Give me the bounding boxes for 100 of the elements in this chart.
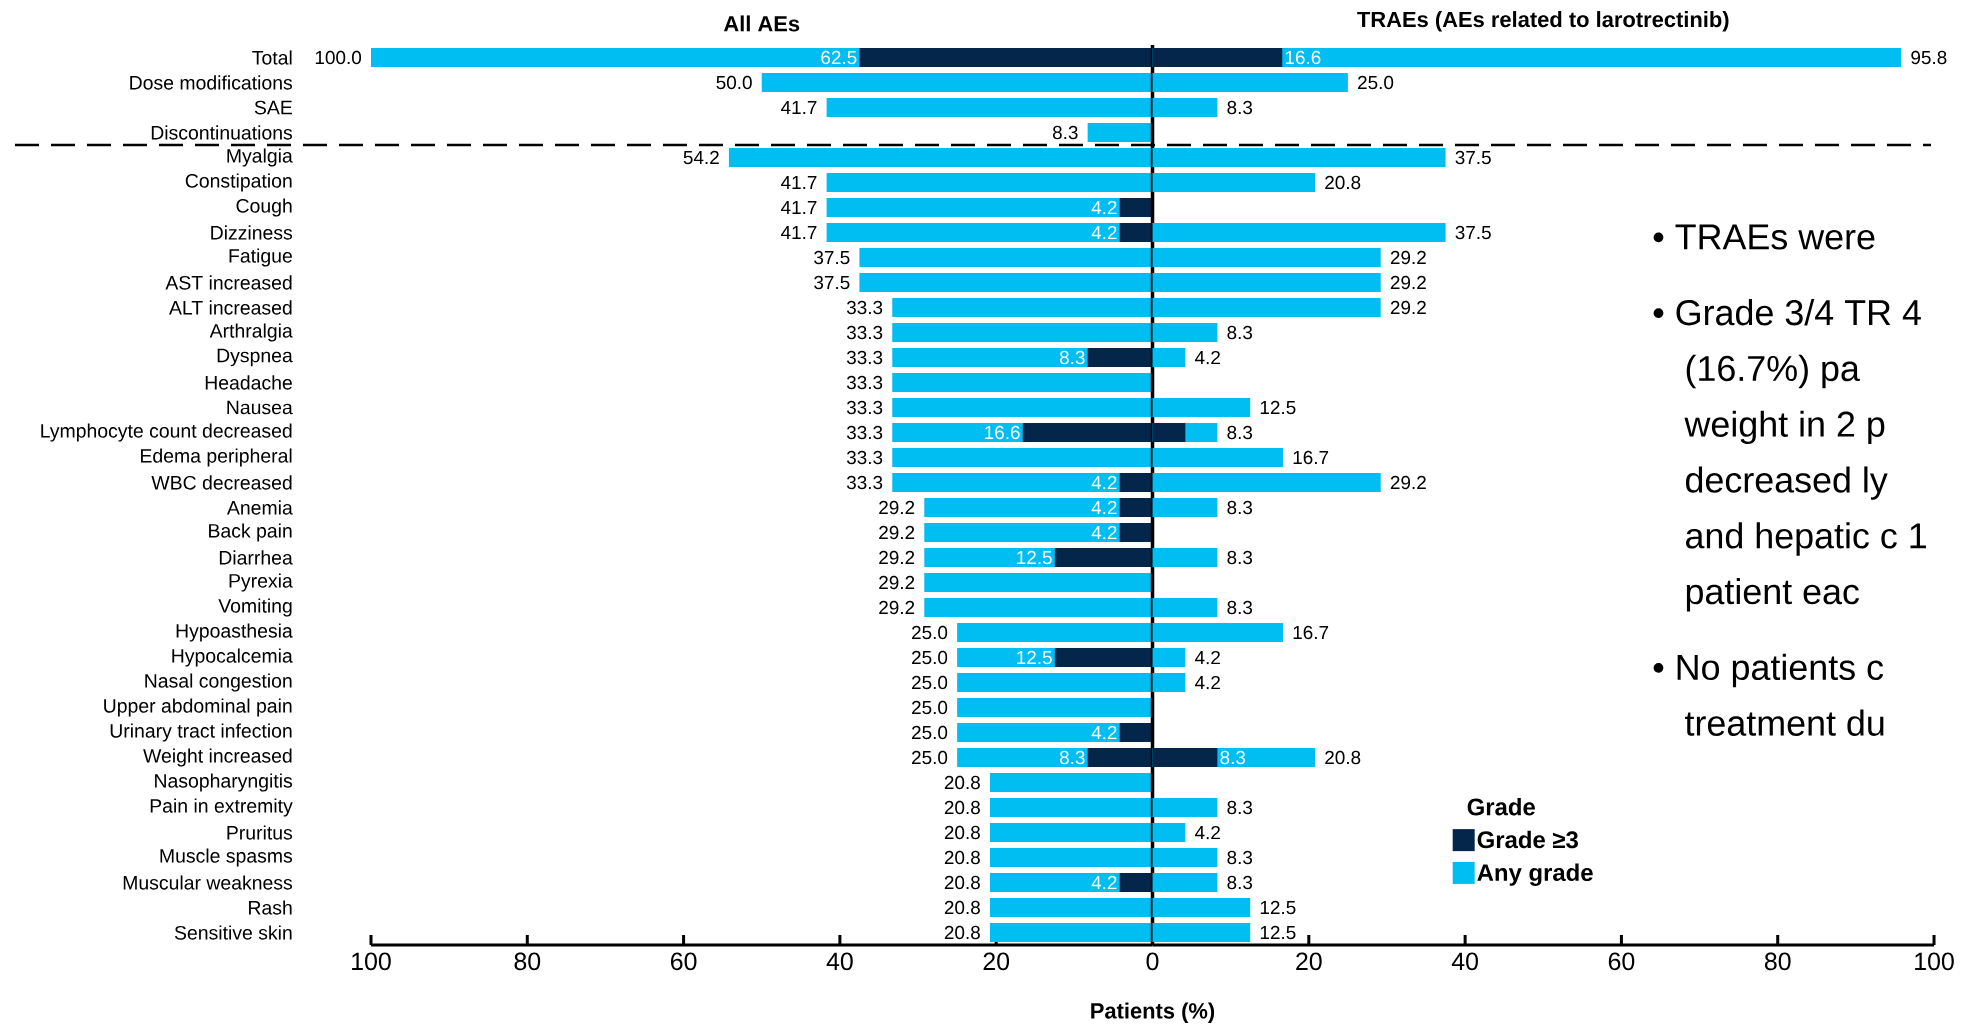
y-tick-label: Hypoasthesia xyxy=(176,623,293,642)
y-tick-label: Myalgia xyxy=(227,148,293,167)
y-tick-label: Fatigue xyxy=(229,248,292,267)
y-tick-label: Hypocalcemia xyxy=(172,648,293,667)
data-label: 8.3 xyxy=(1059,750,1085,765)
data-label: 41.7 xyxy=(781,201,817,215)
data-label: 8.3 xyxy=(1059,350,1085,365)
y-tick-label: Diarrhea xyxy=(219,550,293,565)
data-label: 33.3 xyxy=(846,375,883,390)
bar xyxy=(1119,198,1153,217)
data-label: 12.5 xyxy=(1260,900,1296,915)
data-label: 4.2 xyxy=(1091,725,1117,740)
bar xyxy=(1119,723,1153,743)
y-tick-label: Dyspnea xyxy=(217,348,293,367)
data-label: 8.3 xyxy=(1052,125,1078,140)
data-label: 29.2 xyxy=(1390,475,1426,490)
y-tick-label: Nasopharyngitis xyxy=(155,773,293,792)
y-tick-label: Back pain xyxy=(209,523,292,542)
chart-title: TRAEs (AEs related to larotrectinib) xyxy=(1357,11,1729,32)
data-label: 25.0 xyxy=(912,725,948,740)
data-label: 25.0 xyxy=(912,625,948,640)
data-label: 20.8 xyxy=(944,825,980,840)
x-tick-label: 20 xyxy=(1296,952,1322,971)
x-tick-label: 40 xyxy=(826,952,853,971)
x-tick-label: 100 xyxy=(1915,952,1954,971)
data-label: 12.5 xyxy=(1260,400,1296,415)
data-label: 4.2 xyxy=(1091,200,1117,215)
bar xyxy=(989,773,1153,793)
data-label: 54.2 xyxy=(683,150,719,165)
x-tick-label: 60 xyxy=(1608,952,1635,971)
data-label: 100.0 xyxy=(315,50,362,65)
data-label: 41.7 xyxy=(781,226,817,240)
data-label: 33.3 xyxy=(846,450,883,465)
data-label: 8.3 xyxy=(1227,875,1253,890)
data-label: 12.5 xyxy=(1017,650,1052,665)
y-tick-label: Pain in extremity xyxy=(150,798,293,817)
y-tick-label: Upper abdominal pain xyxy=(104,698,292,717)
x-tick-label: 20 xyxy=(983,952,1010,971)
data-label: 37.5 xyxy=(1455,225,1491,240)
data-label: 37.5 xyxy=(814,250,850,265)
data-label: 4.2 xyxy=(1091,475,1117,490)
data-label: 8.3 xyxy=(1227,800,1253,815)
y-tick-label: Headache xyxy=(205,375,292,390)
data-label: 4.2 xyxy=(1194,650,1220,665)
data-label: 8.3 xyxy=(1220,750,1246,765)
y-tick-label: Pyrexia xyxy=(229,573,293,592)
data-label: 33.3 xyxy=(846,425,883,440)
y-tick-label: Muscle spasms xyxy=(160,848,293,867)
data-label: 29.2 xyxy=(1390,250,1426,265)
data-label: 20.8 xyxy=(944,775,980,790)
data-label: 8.3 xyxy=(1227,600,1253,615)
data-label: 29.2 xyxy=(879,500,915,515)
y-tick-label: Pruritus xyxy=(227,825,293,840)
data-label: 4.2 xyxy=(1091,525,1117,540)
data-label: 20.8 xyxy=(944,875,980,890)
bar xyxy=(957,698,1153,718)
y-tick-label: AST increased xyxy=(165,275,292,290)
data-label: 33.3 xyxy=(846,325,883,340)
annotation: • TRAEs were xyxy=(1653,224,1875,250)
x-axis-title: Patients (%) xyxy=(1091,1002,1215,1023)
data-label: 25.0 xyxy=(912,675,948,690)
data-label: 25.0 xyxy=(912,750,948,765)
data-label: 33.3 xyxy=(846,350,883,365)
y-tick-label: Rash xyxy=(249,900,292,915)
data-label: 33.3 xyxy=(846,300,883,315)
data-label: 4.2 xyxy=(1091,225,1117,240)
data-label: 29.2 xyxy=(879,600,915,615)
annotation: • No patients c treatment du xyxy=(1653,653,1884,736)
x-tick-label: 40 xyxy=(1451,952,1478,971)
x-tick-label: 100 xyxy=(352,952,391,971)
y-tick-label: Dose modifications xyxy=(130,75,293,90)
bar xyxy=(1087,123,1153,142)
data-label: 20.8 xyxy=(1325,175,1361,190)
bar xyxy=(924,573,1153,593)
data-label: 8.3 xyxy=(1227,550,1253,565)
data-label: 8.3 xyxy=(1227,325,1253,340)
annotation: 62.5 xyxy=(821,50,857,65)
y-tick-label: Weight increased xyxy=(143,748,292,767)
y-tick-label: Lymphocyte count decreased xyxy=(41,423,292,442)
x-tick-label: 0 xyxy=(1146,952,1159,971)
y-tick-label: Urinary tract infection xyxy=(110,723,292,742)
legend-label: Grade ≥3 xyxy=(1477,830,1578,849)
data-label: 37.5 xyxy=(1455,150,1491,165)
y-tick-label: Edema peripheral xyxy=(141,448,292,467)
data-label: 41.7 xyxy=(781,101,817,115)
data-label: 95.8 xyxy=(1911,50,1947,65)
data-label: 8.3 xyxy=(1227,500,1253,515)
data-label: 29.2 xyxy=(1390,275,1426,290)
data-label: 25.0 xyxy=(912,650,948,665)
data-label: 16.6 xyxy=(1285,50,1321,65)
y-tick-label: Discontinuations xyxy=(151,125,293,140)
data-label: 33.3 xyxy=(846,475,883,490)
x-tick-label: 60 xyxy=(671,952,697,971)
bar xyxy=(1119,223,1153,242)
bar xyxy=(892,373,1153,393)
data-label: 4.2 xyxy=(1194,350,1220,365)
y-tick-label: Anemia xyxy=(226,500,293,515)
y-tick-label: WBC decreased xyxy=(151,475,292,490)
data-label: 25.0 xyxy=(912,700,948,715)
x-tick-label: 80 xyxy=(1764,952,1791,971)
